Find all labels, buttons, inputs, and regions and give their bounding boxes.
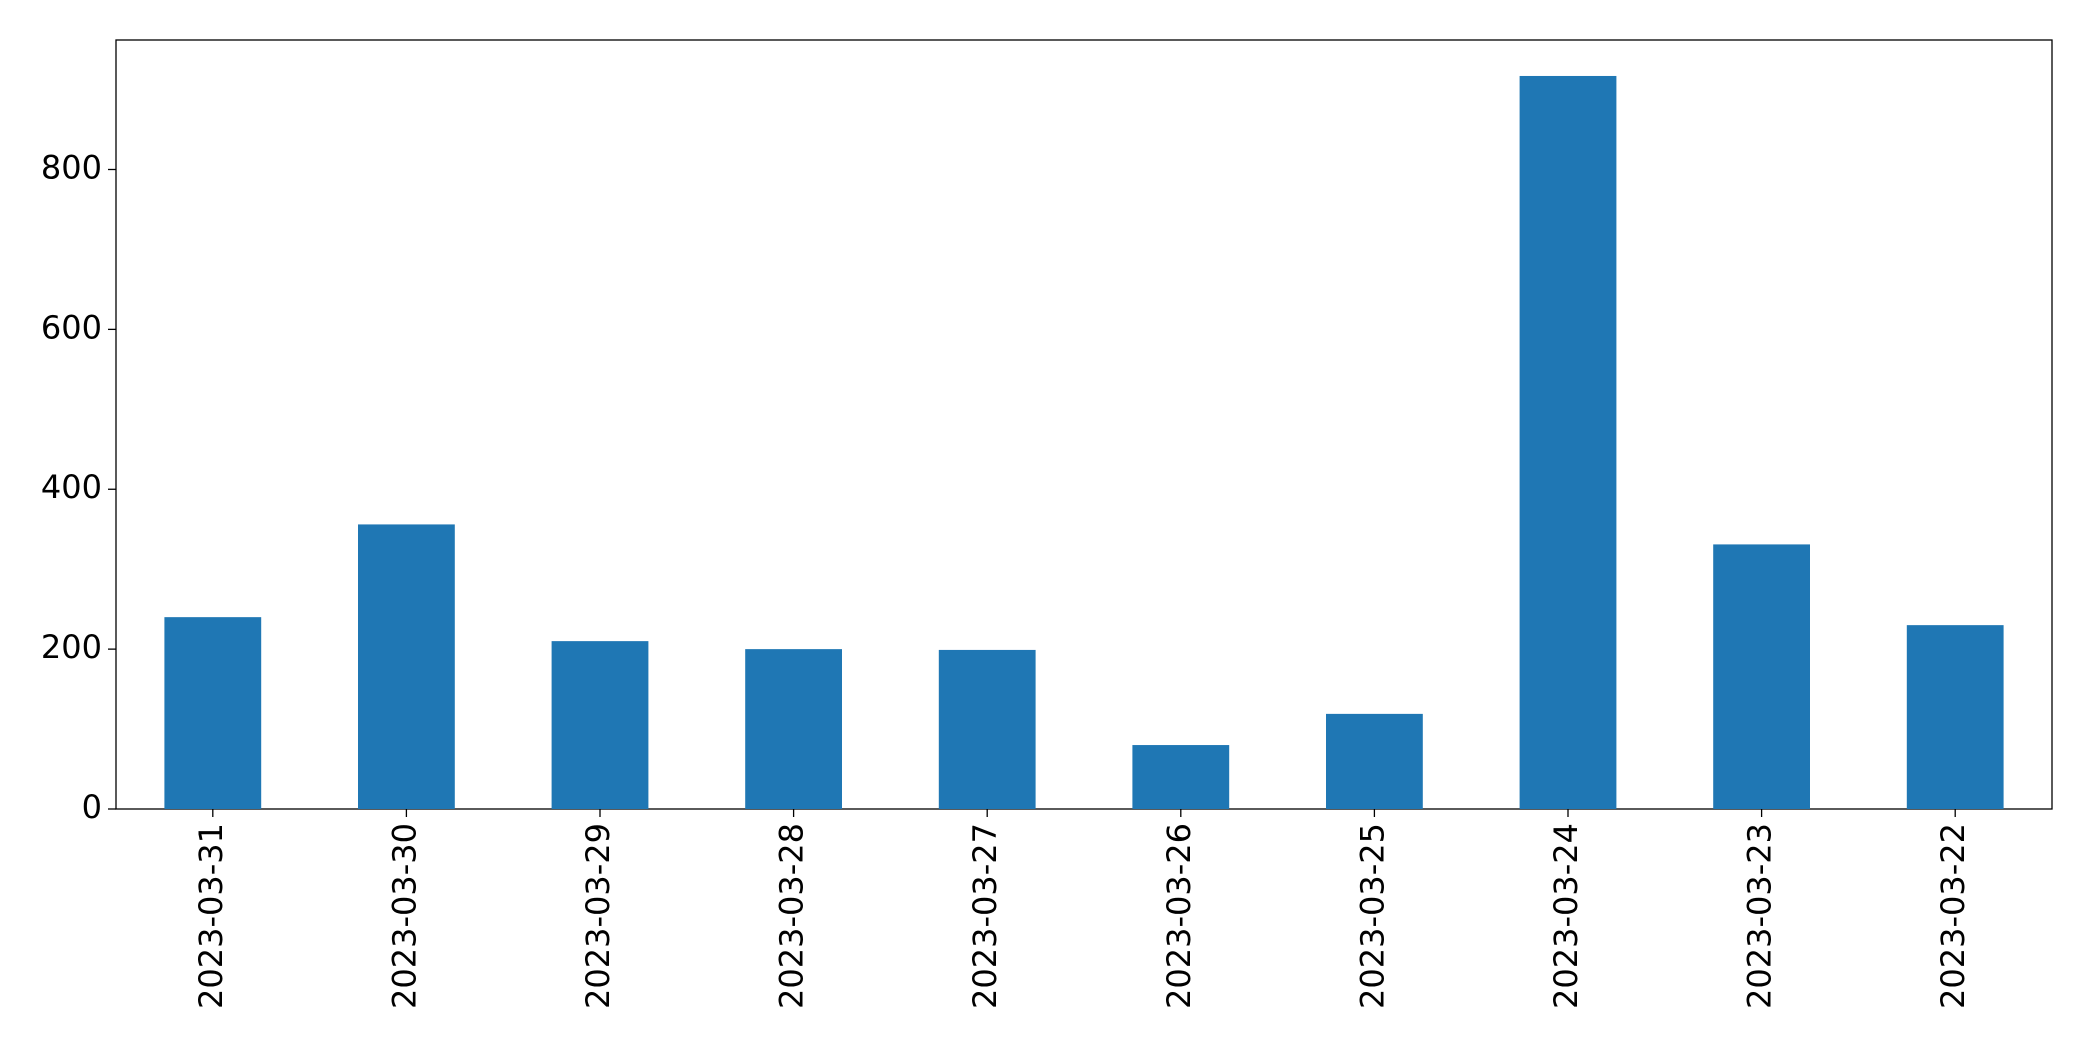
- bar: [938, 649, 1036, 809]
- x-tick-label: 2023-03-23: [1741, 823, 1779, 1009]
- bar: [551, 641, 649, 809]
- x-tick-label: 2023-03-25: [1353, 823, 1391, 1009]
- y-tick-label: 200: [41, 628, 102, 666]
- x-tick-label: 2023-03-31: [192, 823, 230, 1009]
- x-tick-label: 2023-03-29: [579, 823, 617, 1009]
- x-tick-label: 2023-03-28: [773, 823, 811, 1009]
- x-tick-label: 2023-03-24: [1547, 823, 1585, 1009]
- y-tick-label: 800: [41, 148, 102, 186]
- x-tick-label: 2023-03-22: [1934, 823, 1972, 1009]
- bar: [1132, 745, 1230, 809]
- x-tick-label: 2023-03-27: [966, 823, 1004, 1009]
- bar: [164, 617, 262, 809]
- bar: [745, 649, 842, 809]
- x-tick-label: 2023-03-26: [1160, 823, 1198, 1009]
- y-tick-label: 400: [41, 468, 102, 506]
- bar: [1713, 544, 1810, 809]
- bar: [1519, 75, 1617, 810]
- y-tick-label: 600: [41, 308, 102, 346]
- x-tick-label: 2023-03-30: [385, 823, 423, 1009]
- bar: [1326, 713, 1423, 809]
- bar: [1906, 625, 2004, 809]
- bar: [358, 524, 455, 809]
- y-tick-label: 0: [82, 788, 102, 826]
- plot-frame: [115, 39, 2053, 810]
